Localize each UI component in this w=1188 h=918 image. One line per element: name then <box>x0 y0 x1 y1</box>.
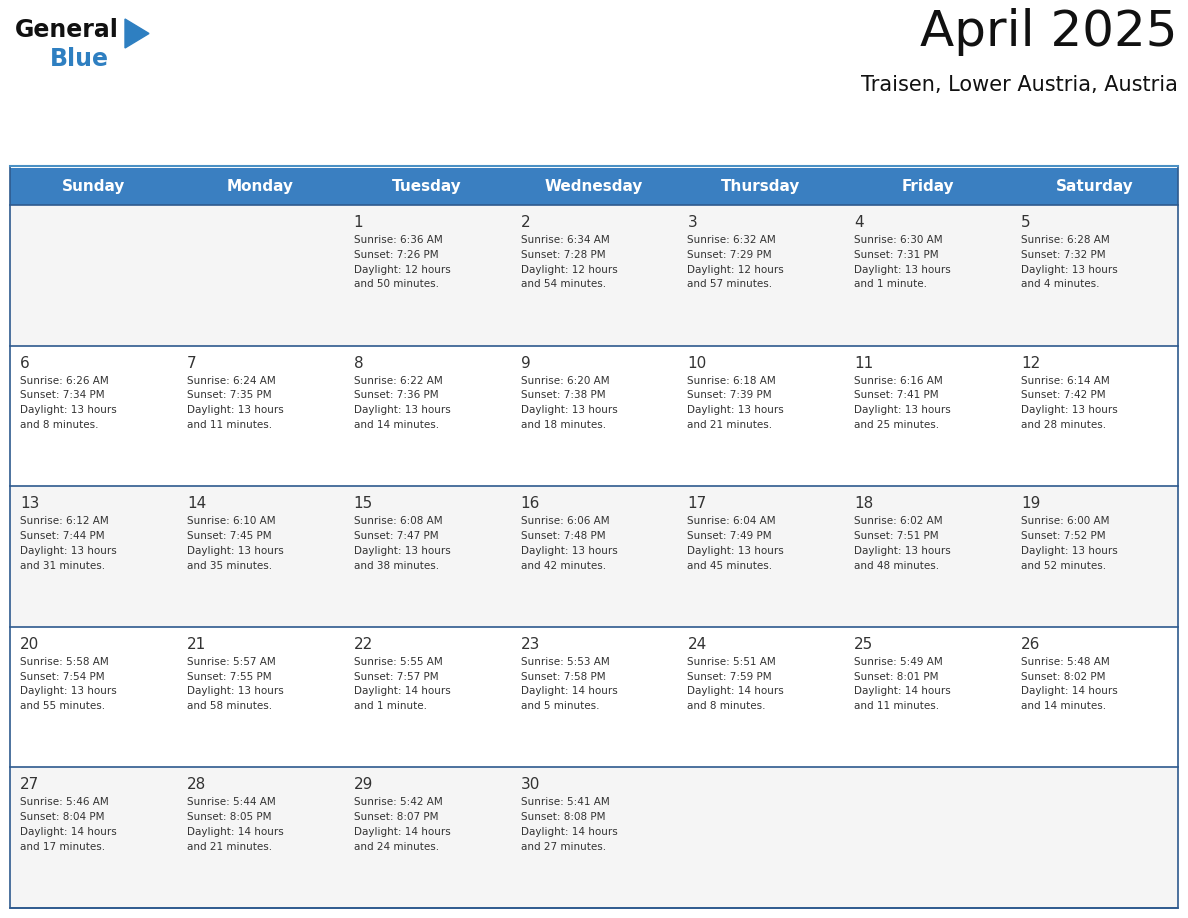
Text: 30: 30 <box>520 778 541 792</box>
Text: 17: 17 <box>688 497 707 511</box>
Bar <box>10 487 1178 627</box>
Text: Traisen, Lower Austria, Austria: Traisen, Lower Austria, Austria <box>861 75 1178 95</box>
Text: 25: 25 <box>854 637 873 652</box>
Text: Sunrise: 5:51 AM
Sunset: 7:59 PM
Daylight: 14 hours
and 8 minutes.: Sunrise: 5:51 AM Sunset: 7:59 PM Dayligh… <box>688 656 784 711</box>
Bar <box>10 345 1178 487</box>
Text: Sunrise: 5:53 AM
Sunset: 7:58 PM
Daylight: 14 hours
and 5 minutes.: Sunrise: 5:53 AM Sunset: 7:58 PM Dayligh… <box>520 656 618 711</box>
Text: 6: 6 <box>20 355 30 371</box>
Text: Sunrise: 5:46 AM
Sunset: 8:04 PM
Daylight: 14 hours
and 17 minutes.: Sunrise: 5:46 AM Sunset: 8:04 PM Dayligh… <box>20 798 116 852</box>
Text: 2: 2 <box>520 215 530 230</box>
Text: 26: 26 <box>1022 637 1041 652</box>
Text: 12: 12 <box>1022 355 1041 371</box>
Text: Sunrise: 5:44 AM
Sunset: 8:05 PM
Daylight: 14 hours
and 21 minutes.: Sunrise: 5:44 AM Sunset: 8:05 PM Dayligh… <box>187 798 284 852</box>
Text: 28: 28 <box>187 778 206 792</box>
Text: Sunrise: 6:24 AM
Sunset: 7:35 PM
Daylight: 13 hours
and 11 minutes.: Sunrise: 6:24 AM Sunset: 7:35 PM Dayligh… <box>187 375 284 430</box>
Text: 20: 20 <box>20 637 39 652</box>
Text: Sunrise: 6:14 AM
Sunset: 7:42 PM
Daylight: 13 hours
and 28 minutes.: Sunrise: 6:14 AM Sunset: 7:42 PM Dayligh… <box>1022 375 1118 430</box>
Text: 9: 9 <box>520 355 530 371</box>
Text: Monday: Monday <box>227 179 293 194</box>
Text: 27: 27 <box>20 778 39 792</box>
Text: April 2025: April 2025 <box>921 8 1178 56</box>
Text: 7: 7 <box>187 355 196 371</box>
Text: Sunrise: 6:06 AM
Sunset: 7:48 PM
Daylight: 13 hours
and 42 minutes.: Sunrise: 6:06 AM Sunset: 7:48 PM Dayligh… <box>520 516 618 571</box>
Text: Sunrise: 6:28 AM
Sunset: 7:32 PM
Daylight: 13 hours
and 4 minutes.: Sunrise: 6:28 AM Sunset: 7:32 PM Dayligh… <box>1022 235 1118 289</box>
Text: Sunrise: 6:32 AM
Sunset: 7:29 PM
Daylight: 12 hours
and 57 minutes.: Sunrise: 6:32 AM Sunset: 7:29 PM Dayligh… <box>688 235 784 289</box>
Text: Sunrise: 5:49 AM
Sunset: 8:01 PM
Daylight: 14 hours
and 11 minutes.: Sunrise: 5:49 AM Sunset: 8:01 PM Dayligh… <box>854 656 952 711</box>
Bar <box>10 166 1178 908</box>
Text: Sunrise: 6:30 AM
Sunset: 7:31 PM
Daylight: 13 hours
and 1 minute.: Sunrise: 6:30 AM Sunset: 7:31 PM Dayligh… <box>854 235 952 289</box>
Text: 5: 5 <box>1022 215 1031 230</box>
Text: 18: 18 <box>854 497 873 511</box>
Text: 24: 24 <box>688 637 707 652</box>
Text: Sunrise: 5:57 AM
Sunset: 7:55 PM
Daylight: 13 hours
and 58 minutes.: Sunrise: 5:57 AM Sunset: 7:55 PM Dayligh… <box>187 656 284 711</box>
Text: 16: 16 <box>520 497 541 511</box>
Text: 10: 10 <box>688 355 707 371</box>
Text: Friday: Friday <box>902 179 954 194</box>
Text: 19: 19 <box>1022 497 1041 511</box>
Text: 11: 11 <box>854 355 873 371</box>
Text: Sunrise: 6:22 AM
Sunset: 7:36 PM
Daylight: 13 hours
and 14 minutes.: Sunrise: 6:22 AM Sunset: 7:36 PM Dayligh… <box>354 375 450 430</box>
Text: 3: 3 <box>688 215 697 230</box>
Text: Saturday: Saturday <box>1056 179 1133 194</box>
Text: Sunrise: 6:04 AM
Sunset: 7:49 PM
Daylight: 13 hours
and 45 minutes.: Sunrise: 6:04 AM Sunset: 7:49 PM Dayligh… <box>688 516 784 571</box>
Text: Sunrise: 5:41 AM
Sunset: 8:08 PM
Daylight: 14 hours
and 27 minutes.: Sunrise: 5:41 AM Sunset: 8:08 PM Dayligh… <box>520 798 618 852</box>
Text: 4: 4 <box>854 215 864 230</box>
Text: Sunrise: 6:12 AM
Sunset: 7:44 PM
Daylight: 13 hours
and 31 minutes.: Sunrise: 6:12 AM Sunset: 7:44 PM Dayligh… <box>20 516 116 571</box>
Text: 22: 22 <box>354 637 373 652</box>
Text: 15: 15 <box>354 497 373 511</box>
Bar <box>10 767 1178 908</box>
Text: Sunrise: 5:58 AM
Sunset: 7:54 PM
Daylight: 13 hours
and 55 minutes.: Sunrise: 5:58 AM Sunset: 7:54 PM Dayligh… <box>20 656 116 711</box>
Text: Sunrise: 6:10 AM
Sunset: 7:45 PM
Daylight: 13 hours
and 35 minutes.: Sunrise: 6:10 AM Sunset: 7:45 PM Dayligh… <box>187 516 284 571</box>
Bar <box>10 205 1178 345</box>
Text: 1: 1 <box>354 215 364 230</box>
Text: Sunrise: 6:00 AM
Sunset: 7:52 PM
Daylight: 13 hours
and 52 minutes.: Sunrise: 6:00 AM Sunset: 7:52 PM Dayligh… <box>1022 516 1118 571</box>
Text: Tuesday: Tuesday <box>392 179 462 194</box>
Text: 8: 8 <box>354 355 364 371</box>
Text: 23: 23 <box>520 637 541 652</box>
Text: Sunrise: 5:42 AM
Sunset: 8:07 PM
Daylight: 14 hours
and 24 minutes.: Sunrise: 5:42 AM Sunset: 8:07 PM Dayligh… <box>354 798 450 852</box>
Text: Sunrise: 6:18 AM
Sunset: 7:39 PM
Daylight: 13 hours
and 21 minutes.: Sunrise: 6:18 AM Sunset: 7:39 PM Dayligh… <box>688 375 784 430</box>
Text: General: General <box>15 18 119 42</box>
Text: Sunrise: 5:48 AM
Sunset: 8:02 PM
Daylight: 14 hours
and 14 minutes.: Sunrise: 5:48 AM Sunset: 8:02 PM Dayligh… <box>1022 656 1118 711</box>
Text: Wednesday: Wednesday <box>545 179 643 194</box>
Text: Sunday: Sunday <box>62 179 125 194</box>
Text: 29: 29 <box>354 778 373 792</box>
Text: Sunrise: 6:08 AM
Sunset: 7:47 PM
Daylight: 13 hours
and 38 minutes.: Sunrise: 6:08 AM Sunset: 7:47 PM Dayligh… <box>354 516 450 571</box>
Text: Sunrise: 6:26 AM
Sunset: 7:34 PM
Daylight: 13 hours
and 8 minutes.: Sunrise: 6:26 AM Sunset: 7:34 PM Dayligh… <box>20 375 116 430</box>
Text: Sunrise: 6:16 AM
Sunset: 7:41 PM
Daylight: 13 hours
and 25 minutes.: Sunrise: 6:16 AM Sunset: 7:41 PM Dayligh… <box>854 375 952 430</box>
Polygon shape <box>125 19 148 48</box>
Text: Blue: Blue <box>50 47 109 71</box>
Bar <box>10 168 1178 205</box>
Text: Thursday: Thursday <box>721 179 801 194</box>
Text: Sunrise: 5:55 AM
Sunset: 7:57 PM
Daylight: 14 hours
and 1 minute.: Sunrise: 5:55 AM Sunset: 7:57 PM Dayligh… <box>354 656 450 711</box>
Text: Sunrise: 6:36 AM
Sunset: 7:26 PM
Daylight: 12 hours
and 50 minutes.: Sunrise: 6:36 AM Sunset: 7:26 PM Dayligh… <box>354 235 450 289</box>
Text: 21: 21 <box>187 637 206 652</box>
Text: 13: 13 <box>20 497 39 511</box>
Text: 14: 14 <box>187 497 206 511</box>
Text: Sunrise: 6:20 AM
Sunset: 7:38 PM
Daylight: 13 hours
and 18 minutes.: Sunrise: 6:20 AM Sunset: 7:38 PM Dayligh… <box>520 375 618 430</box>
Text: Sunrise: 6:02 AM
Sunset: 7:51 PM
Daylight: 13 hours
and 48 minutes.: Sunrise: 6:02 AM Sunset: 7:51 PM Dayligh… <box>854 516 952 571</box>
Bar <box>10 627 1178 767</box>
Text: Sunrise: 6:34 AM
Sunset: 7:28 PM
Daylight: 12 hours
and 54 minutes.: Sunrise: 6:34 AM Sunset: 7:28 PM Dayligh… <box>520 235 618 289</box>
